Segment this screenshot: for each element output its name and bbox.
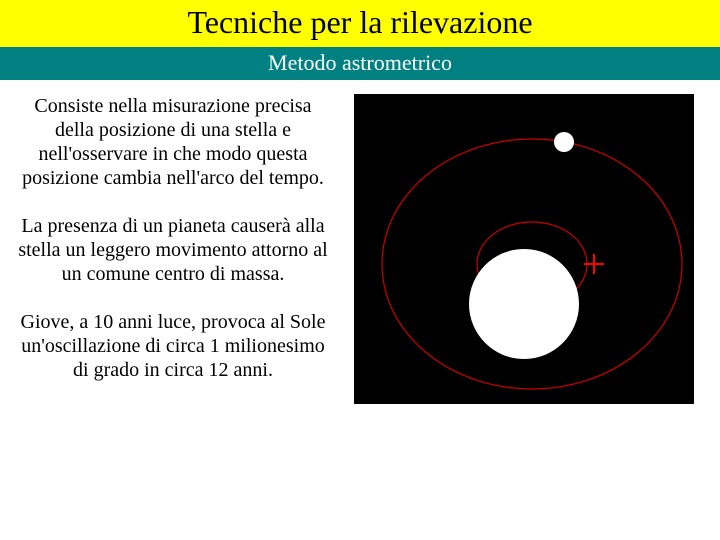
paragraph-3: Giove, a 10 anni luce, provoca al Sole u…	[18, 310, 328, 382]
astrometric-diagram	[354, 94, 694, 404]
content-area: Consiste nella misurazione precisa della…	[0, 80, 720, 406]
diagram-column	[346, 94, 702, 406]
star-body	[469, 249, 579, 359]
page-title: Tecniche per la rilevazione	[187, 4, 532, 40]
paragraph-2: La presenza di un pianeta causerà alla s…	[18, 214, 328, 286]
page-subtitle: Metodo astrometrico	[268, 50, 452, 75]
text-column: Consiste nella misurazione precisa della…	[18, 94, 328, 406]
planet-body	[554, 132, 574, 152]
paragraph-1: Consiste nella misurazione precisa della…	[18, 94, 328, 190]
title-bar: Tecniche per la rilevazione	[0, 0, 720, 47]
subtitle-bar: Metodo astrometrico	[0, 47, 720, 80]
